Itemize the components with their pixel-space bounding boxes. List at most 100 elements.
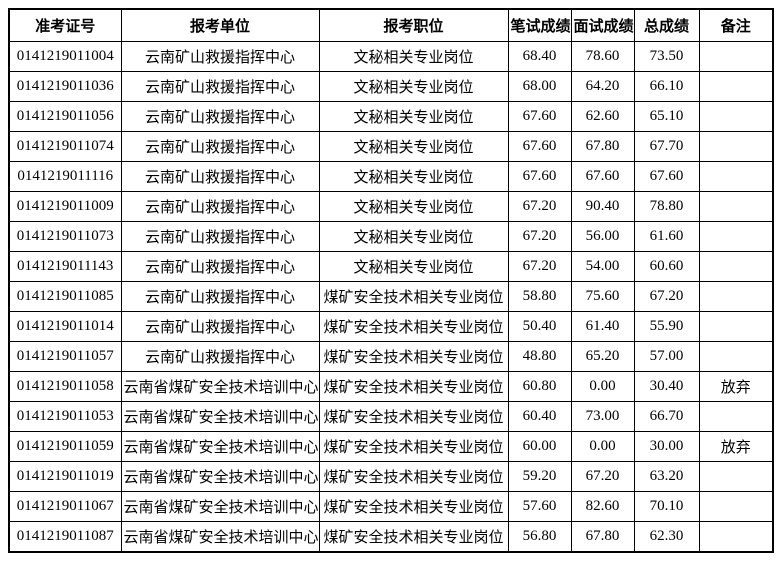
written-score-cell: 50.40	[507, 311, 572, 342]
interview-score-cell: 64.20	[570, 71, 635, 102]
table-row: 0141219011009 云南矿山救援指挥中心 文秘相关专业岗位 67.20 90.4…	[8, 191, 774, 222]
interview-score-cell: 62.60	[570, 101, 635, 132]
interview-score-cell: 75.60	[570, 281, 635, 312]
written-score-cell: 68.40	[507, 41, 572, 72]
exam-id-cell: 0141219011058	[8, 371, 122, 402]
position-cell: 文秘相关专业岗位	[318, 161, 509, 192]
written-score-cell: 67.20	[507, 251, 572, 282]
exam-results-table: 准考证号 报考单位 报考职位 笔试成绩 面试成绩 总成绩 备注 0141219011004 云…	[8, 8, 774, 553]
total-score-cell: 66.10	[633, 71, 700, 102]
remark-cell	[698, 251, 774, 282]
table-row: 0141219011019 云南省煤矿安全技术培训中心 煤矿安全技术相关专业岗位 59…	[8, 461, 774, 492]
position-cell: 文秘相关专业岗位	[318, 41, 509, 72]
unit-cell: 云南矿山救援指挥中心	[120, 41, 320, 72]
total-score-cell: 65.10	[633, 101, 700, 132]
total-score-cell: 30.40	[633, 371, 700, 402]
written-score-cell: 48.80	[507, 341, 572, 372]
position-cell: 煤矿安全技术相关专业岗位	[318, 491, 509, 522]
remark-cell	[698, 221, 774, 252]
interview-score-cell: 67.20	[570, 461, 635, 492]
unit-cell: 云南矿山救援指挥中心	[120, 341, 320, 372]
unit-cell: 云南矿山救援指挥中心	[120, 311, 320, 342]
remark-cell	[698, 491, 774, 522]
exam-id-cell: 0141219011004	[8, 41, 122, 72]
exam-id-header: 准考证号	[8, 8, 122, 42]
written-score-header: 笔试成绩	[507, 8, 572, 42]
total-score-cell: 70.10	[633, 491, 700, 522]
total-score-cell: 73.50	[633, 41, 700, 72]
remark-header: 备注	[698, 8, 774, 42]
table-row: 0141219011073 云南矿山救援指挥中心 文秘相关专业岗位 67.20 56.0…	[8, 221, 774, 252]
table-row: 0141219011143 云南矿山救援指挥中心 文秘相关专业岗位 67.20 54.0…	[8, 251, 774, 282]
remark-cell	[698, 401, 774, 432]
unit-cell: 云南矿山救援指挥中心	[120, 131, 320, 162]
written-score-cell: 67.60	[507, 131, 572, 162]
position-cell: 文秘相关专业岗位	[318, 71, 509, 102]
total-score-cell: 30.00	[633, 431, 700, 462]
position-cell: 煤矿安全技术相关专业岗位	[318, 281, 509, 312]
total-score-cell: 60.60	[633, 251, 700, 282]
table-row: 0141219011056 云南矿山救援指挥中心 文秘相关专业岗位 67.60 62.6…	[8, 101, 774, 132]
remark-cell	[698, 71, 774, 102]
exam-id-cell: 0141219011014	[8, 311, 122, 342]
exam-results-table-container: 准考证号 报考单位 报考职位 笔试成绩 面试成绩 总成绩 备注 0141219011004 云…	[8, 8, 774, 553]
exam-id-cell: 0141219011067	[8, 491, 122, 522]
table-row: 0141219011058 云南省煤矿安全技术培训中心 煤矿安全技术相关专业岗位 60…	[8, 371, 774, 402]
exam-id-cell: 0141219011073	[8, 221, 122, 252]
written-score-cell: 59.20	[507, 461, 572, 492]
remark-cell	[698, 131, 774, 162]
total-score-cell: 66.70	[633, 401, 700, 432]
written-score-cell: 56.80	[507, 521, 572, 553]
unit-cell: 云南省煤矿安全技术培训中心	[120, 371, 320, 402]
exam-id-cell: 0141219011085	[8, 281, 122, 312]
table-row: 0141219011067 云南省煤矿安全技术培训中心 煤矿安全技术相关专业岗位 57…	[8, 491, 774, 522]
unit-cell: 云南矿山救援指挥中心	[120, 161, 320, 192]
interview-score-header: 面试成绩	[570, 8, 635, 42]
total-score-cell: 67.60	[633, 161, 700, 192]
unit-cell: 云南省煤矿安全技术培训中心	[120, 431, 320, 462]
remark-cell	[698, 41, 774, 72]
remark-cell	[698, 191, 774, 222]
interview-score-cell: 0.00	[570, 371, 635, 402]
written-score-cell: 60.80	[507, 371, 572, 402]
interview-score-cell: 67.60	[570, 161, 635, 192]
position-cell: 文秘相关专业岗位	[318, 131, 509, 162]
interview-score-cell: 61.40	[570, 311, 635, 342]
written-score-cell: 67.60	[507, 101, 572, 132]
written-score-cell: 67.60	[507, 161, 572, 192]
table-row: 0141219011053 云南省煤矿安全技术培训中心 煤矿安全技术相关专业岗位 60…	[8, 401, 774, 432]
remark-cell	[698, 461, 774, 492]
exam-id-cell: 0141219011056	[8, 101, 122, 132]
remark-cell	[698, 101, 774, 132]
remark-cell: 放弃	[698, 431, 774, 462]
unit-cell: 云南省煤矿安全技术培训中心	[120, 401, 320, 432]
table-row: 0141219011057 云南矿山救援指挥中心 煤矿安全技术相关专业岗位 48.80…	[8, 341, 774, 372]
remark-cell	[698, 161, 774, 192]
written-score-cell: 67.20	[507, 221, 572, 252]
remark-cell	[698, 311, 774, 342]
total-score-cell: 78.80	[633, 191, 700, 222]
interview-score-cell: 0.00	[570, 431, 635, 462]
position-cell: 煤矿安全技术相关专业岗位	[318, 461, 509, 492]
total-score-cell: 55.90	[633, 311, 700, 342]
exam-id-cell: 0141219011074	[8, 131, 122, 162]
position-cell: 煤矿安全技术相关专业岗位	[318, 371, 509, 402]
written-score-cell: 68.00	[507, 71, 572, 102]
interview-score-cell: 78.60	[570, 41, 635, 72]
exam-id-cell: 0141219011019	[8, 461, 122, 492]
position-cell: 文秘相关专业岗位	[318, 101, 509, 132]
total-score-cell: 67.20	[633, 281, 700, 312]
exam-id-cell: 0141219011036	[8, 71, 122, 102]
total-score-cell: 63.20	[633, 461, 700, 492]
table-row: 0141219011074 云南矿山救援指挥中心 文秘相关专业岗位 67.60 67.8…	[8, 131, 774, 162]
remark-cell	[698, 341, 774, 372]
table-body: 0141219011004 云南矿山救援指挥中心 文秘相关专业岗位 68.40 78.6…	[8, 41, 774, 553]
interview-score-cell: 65.20	[570, 341, 635, 372]
table-row: 0141219011085 云南矿山救援指挥中心 煤矿安全技术相关专业岗位 58.80…	[8, 281, 774, 312]
position-cell: 文秘相关专业岗位	[318, 191, 509, 222]
position-cell: 煤矿安全技术相关专业岗位	[318, 401, 509, 432]
table-row: 0141219011014 云南矿山救援指挥中心 煤矿安全技术相关专业岗位 50.40…	[8, 311, 774, 342]
position-header: 报考职位	[318, 8, 509, 42]
total-score-cell: 57.00	[633, 341, 700, 372]
header-row: 准考证号 报考单位 报考职位 笔试成绩 面试成绩 总成绩 备注	[8, 8, 774, 42]
